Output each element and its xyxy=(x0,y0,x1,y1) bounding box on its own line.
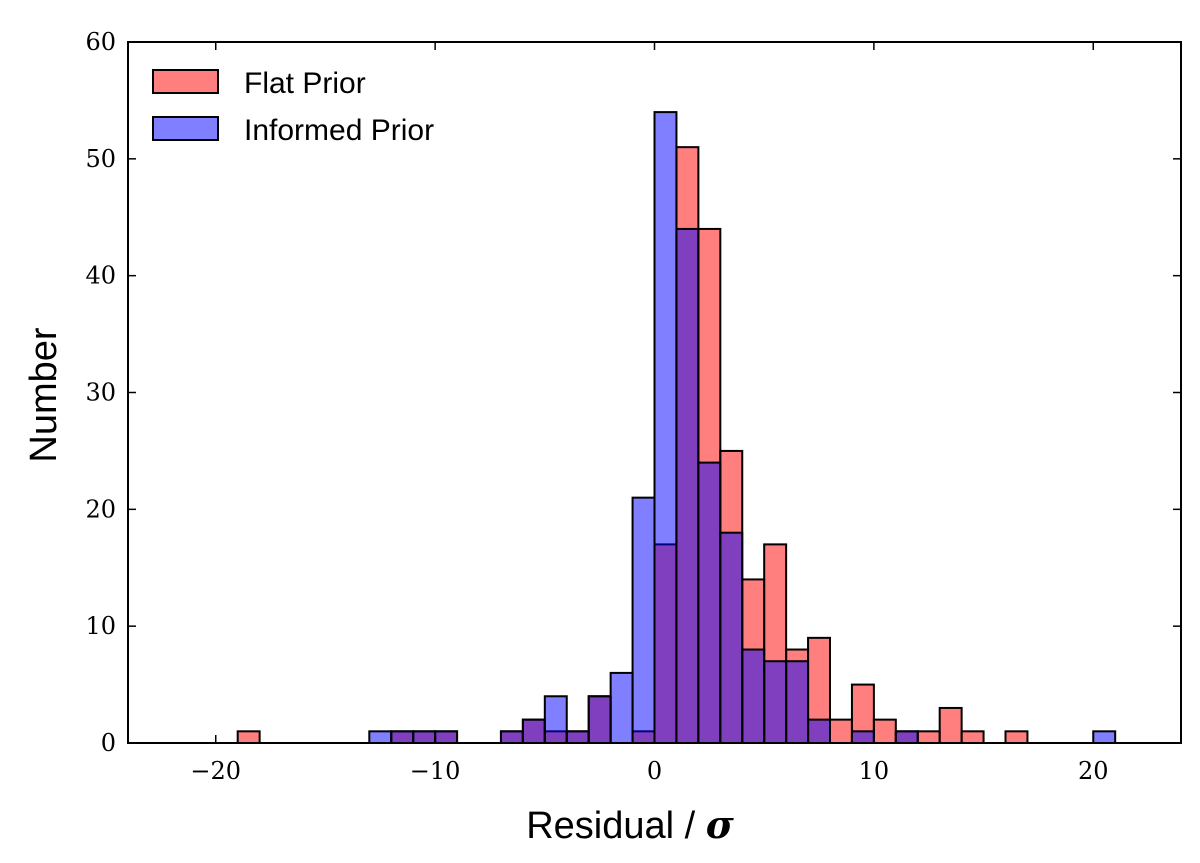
x-axis-label: Residual / σ xyxy=(526,802,735,847)
informed-prior-bar xyxy=(412,730,437,745)
informed-prior-bar xyxy=(631,496,656,744)
sigma-symbol: σ xyxy=(706,802,735,847)
legend-swatch-informed-prior xyxy=(152,116,219,141)
x-tick-label: 0 xyxy=(647,757,662,785)
x-tick-label: 10 xyxy=(859,757,890,785)
x-tick-labels: −20 −10 0 10 20 xyxy=(190,757,1108,785)
informed-prior-bar xyxy=(850,730,875,745)
flat-prior-bar xyxy=(1004,730,1029,745)
flat-prior-bar xyxy=(916,730,941,745)
informed-prior-bars xyxy=(368,111,1117,745)
legend-label-flat-prior: Flat Prior xyxy=(244,67,366,100)
informed-prior-bar xyxy=(807,718,831,745)
x-tick-label: −20 xyxy=(190,757,241,785)
informed-prior-bar xyxy=(894,730,919,745)
informed-prior-bar xyxy=(434,730,459,745)
y-tick-label: 0 xyxy=(101,729,116,757)
flat-prior-bar xyxy=(872,718,897,745)
informed-prior-bar xyxy=(521,718,546,745)
informed-prior-bar xyxy=(390,730,415,745)
legend: Flat Prior Informed Prior xyxy=(152,67,434,147)
y-axis-label: Number xyxy=(23,327,65,462)
x-tick-label: 20 xyxy=(1078,757,1109,785)
informed-prior-bar xyxy=(1092,730,1117,745)
y-tick-label: 10 xyxy=(85,612,116,640)
informed-prior-bar xyxy=(719,531,744,745)
y-tick-label: 50 xyxy=(85,145,116,173)
legend-swatch-flat-prior xyxy=(152,69,219,94)
informed-prior-bar xyxy=(785,660,810,744)
informed-prior-bar xyxy=(543,695,568,745)
y-tick-labels: 0 10 20 30 40 50 60 xyxy=(85,28,116,757)
x-tick-label: −10 xyxy=(410,757,461,785)
y-tick-label: 40 xyxy=(85,262,116,290)
axis-ticks xyxy=(128,41,1181,744)
legend-label-informed-prior: Informed Prior xyxy=(244,114,434,147)
informed-prior-bar xyxy=(609,671,634,745)
informed-prior-bar xyxy=(368,730,393,745)
flat-prior-bar xyxy=(829,718,853,745)
informed-prior-bar xyxy=(565,730,590,745)
informed-prior-bar xyxy=(653,111,678,745)
informed-prior-bar xyxy=(587,695,612,745)
flat-prior-bar xyxy=(236,730,261,745)
informed-prior-bar xyxy=(675,227,700,744)
informed-prior-bar xyxy=(697,461,722,744)
informed-prior-bar xyxy=(499,730,524,745)
informed-prior-bar xyxy=(763,660,788,744)
y-tick-label: 30 xyxy=(85,379,116,407)
informed-prior-bar xyxy=(741,648,766,745)
flat-prior-bar xyxy=(960,730,985,745)
y-tick-label: 20 xyxy=(85,495,116,523)
y-tick-label: 60 xyxy=(85,28,116,56)
flat-prior-bar xyxy=(938,706,963,745)
